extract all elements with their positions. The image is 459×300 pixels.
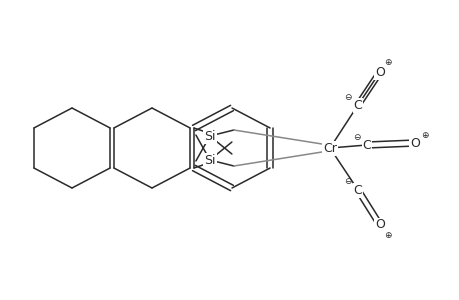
Text: ⊖: ⊖ <box>343 178 351 187</box>
Text: ⊖: ⊖ <box>343 92 351 101</box>
Text: Cr: Cr <box>322 142 336 154</box>
Text: ⊕: ⊕ <box>383 230 391 239</box>
Text: O: O <box>409 136 419 149</box>
Text: ⊕: ⊕ <box>420 130 428 140</box>
Text: O: O <box>374 65 384 79</box>
Text: C: C <box>362 139 370 152</box>
Text: Si: Si <box>204 154 215 166</box>
Text: ⊕: ⊕ <box>383 58 391 67</box>
Text: C: C <box>353 184 362 196</box>
Text: C: C <box>353 98 362 112</box>
Text: ⊖: ⊖ <box>353 133 360 142</box>
Text: O: O <box>374 218 384 232</box>
Text: Si: Si <box>204 130 215 142</box>
